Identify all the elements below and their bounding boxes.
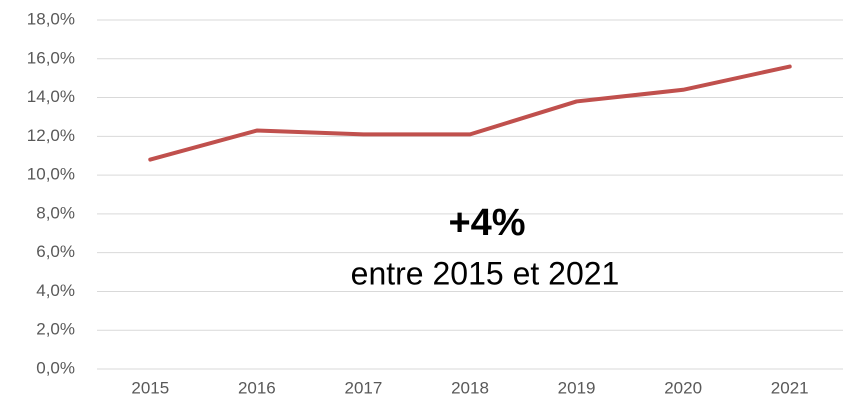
x-tick-label: 2018 xyxy=(451,378,489,397)
annotation-text: entre 2015 et 2021 xyxy=(351,255,620,291)
x-tick-label: 2021 xyxy=(771,378,809,397)
y-tick-label: 18,0% xyxy=(27,9,75,28)
x-tick-label: 2020 xyxy=(664,378,702,397)
y-tick-label: 14,0% xyxy=(27,87,75,106)
x-tick-label: 2015 xyxy=(131,378,169,397)
y-tick-label: 2,0% xyxy=(36,320,75,339)
y-tick-label: 10,0% xyxy=(27,165,75,184)
y-tick-label: 8,0% xyxy=(36,203,75,222)
y-tick-label: 4,0% xyxy=(36,281,75,300)
x-tick-label: 2017 xyxy=(345,378,383,397)
y-tick-label: 6,0% xyxy=(36,242,75,261)
x-tick-label: 2016 xyxy=(238,378,276,397)
annotation-headline: +4% xyxy=(448,202,525,244)
line-series xyxy=(148,64,792,162)
y-tick-label: 0,0% xyxy=(36,358,75,377)
y-tick-label: 12,0% xyxy=(27,126,75,145)
y-tick-label: 16,0% xyxy=(27,48,75,67)
x-tick-label: 2019 xyxy=(558,378,596,397)
